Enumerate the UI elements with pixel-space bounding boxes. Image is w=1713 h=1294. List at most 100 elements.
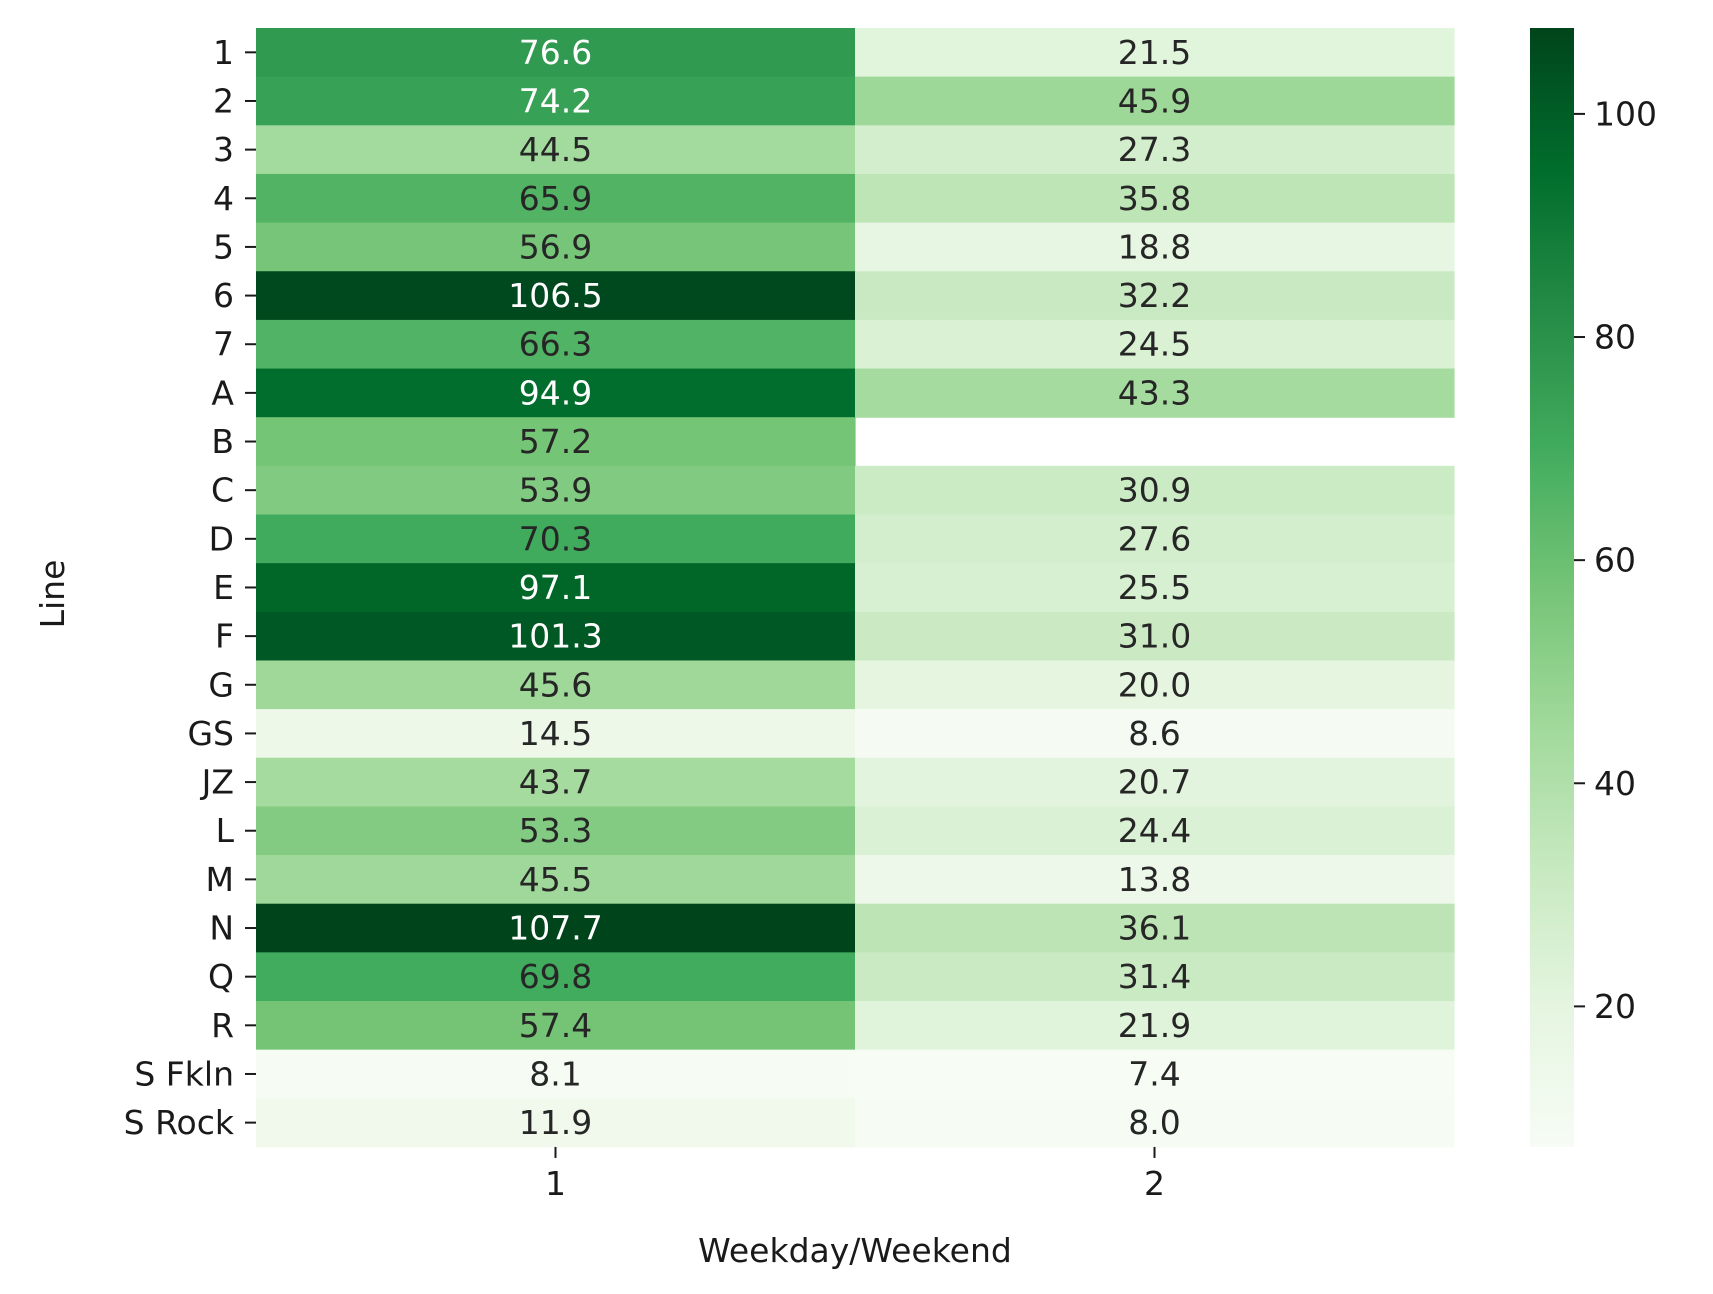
y-tick-label: N	[209, 909, 234, 948]
cell-value-label: 31.4	[1118, 957, 1191, 996]
heatmap-cell-labels: 76.6 21.5 74.2 45.9 44.5 27.3 65.9 35.8 56.9 18.8…	[508, 33, 1191, 1142]
heatmap-cell	[256, 465, 856, 516]
cell-value-label: 36.1	[1118, 909, 1191, 948]
heatmap-cell	[855, 611, 1455, 662]
cell-value-label: 14.5	[519, 714, 592, 753]
heatmap-cell	[855, 319, 1455, 370]
heatmap-cell	[855, 271, 1455, 321]
heatmap-cell	[855, 1049, 1455, 1099]
cell-value-label: 43.3	[1118, 373, 1191, 412]
heatmap-cell	[855, 368, 1455, 418]
y-tick-label: M	[206, 860, 234, 899]
colorbar-tick-label: 80	[1594, 318, 1636, 357]
heatmap-cell	[855, 125, 1455, 175]
heatmap-cell	[855, 709, 1455, 759]
cell-value-label: 45.9	[1118, 81, 1191, 120]
y-tick-label: GS	[187, 714, 234, 753]
y-axis-title: Line	[33, 560, 72, 629]
heatmap-cell	[855, 660, 1455, 710]
y-tick-label: 1	[213, 33, 234, 72]
y-tick-label: A	[211, 373, 234, 412]
y-tick-label: JZ	[200, 763, 234, 802]
cell-value-label: 43.7	[519, 763, 592, 802]
cell-value-label: 65.9	[519, 179, 592, 218]
heatmap-cell	[256, 903, 856, 953]
heatmap-cells	[256, 28, 1455, 1148]
y-tick-label: 4	[213, 179, 234, 218]
heatmap-cell	[855, 806, 1455, 856]
y-tick-label: Q	[208, 957, 234, 996]
cell-value-label: 76.6	[519, 33, 592, 72]
heatmap-cell	[256, 611, 856, 662]
cell-value-label: 53.3	[519, 811, 592, 850]
heatmap-cell	[855, 563, 1455, 613]
cell-value-label: 94.9	[519, 373, 592, 412]
heatmap-cell	[256, 271, 856, 321]
cell-value-label: 13.8	[1118, 860, 1191, 899]
y-tick-label: B	[211, 422, 234, 461]
cell-value-label: 31.0	[1118, 617, 1191, 656]
heatmap-cell	[256, 855, 856, 905]
y-tick-label: 2	[213, 81, 234, 120]
colorbar-tick-label: 100	[1594, 94, 1657, 133]
heatmap-cell	[256, 125, 856, 175]
cell-value-label: 35.8	[1118, 179, 1191, 218]
cell-value-label: 21.9	[1118, 1006, 1191, 1045]
x-tick-label: 2	[1144, 1164, 1165, 1203]
heatmap-cell	[256, 173, 856, 224]
cell-value-label: 27.6	[1118, 519, 1191, 558]
cell-value-label: 70.3	[519, 519, 592, 558]
colorbar: 20 40 60 80 100	[1530, 28, 1657, 1147]
y-tick-label: D	[209, 519, 234, 558]
heatmap-cell	[855, 757, 1455, 807]
cell-value-label: 7.4	[1128, 1054, 1180, 1093]
y-tick-label: L	[216, 811, 235, 850]
cell-value-label: 44.5	[519, 130, 592, 169]
cell-value-label: 8.6	[1128, 714, 1180, 753]
colorbar-tick-label: 20	[1594, 987, 1636, 1026]
cell-value-label: 30.9	[1118, 471, 1191, 510]
heatmap-cell	[256, 1098, 856, 1148]
cell-value-label: 11.9	[519, 1103, 592, 1142]
heatmap-cell	[256, 319, 856, 370]
cell-value-label: 25.5	[1118, 568, 1191, 607]
heatmap-cell	[855, 514, 1455, 564]
heatmap-cell	[256, 417, 856, 467]
colorbar-tick-label: 60	[1594, 541, 1636, 580]
heatmap-cell	[256, 806, 856, 856]
heatmap-cell	[855, 76, 1455, 126]
heatmap-cell	[256, 952, 856, 1002]
y-tick-label: S Fkln	[134, 1054, 234, 1093]
y-tick-label: G	[208, 665, 234, 704]
cell-value-label: 101.3	[508, 617, 602, 656]
x-axis-title: Weekday/Weekend	[698, 1231, 1012, 1270]
heatmap-cell	[855, 1098, 1455, 1148]
y-tick-label: 3	[213, 130, 234, 169]
cell-value-label: 27.3	[1118, 130, 1191, 169]
heatmap-cell	[256, 368, 856, 418]
y-tick-label: E	[213, 568, 234, 607]
heatmap-cell	[256, 563, 856, 613]
y-tick-label: F	[215, 617, 234, 656]
cell-value-label: 8.0	[1128, 1103, 1180, 1142]
heatmap-cell	[256, 76, 856, 126]
x-tick-label: 1	[545, 1164, 566, 1203]
cell-value-label: 20.0	[1118, 665, 1191, 704]
y-tick-label: 7	[213, 325, 234, 364]
cell-value-label: 69.8	[519, 957, 592, 996]
heatmap-cell	[855, 903, 1455, 953]
cell-value-label: 18.8	[1118, 227, 1191, 266]
heatmap-cell	[855, 1001, 1455, 1051]
y-tick-label: C	[211, 471, 234, 510]
heatmap-cell	[855, 952, 1455, 1002]
heatmap-cell	[256, 514, 856, 564]
cell-value-label: 45.6	[519, 665, 592, 704]
cell-value-label: 107.7	[508, 909, 602, 948]
heatmap-cell	[855, 465, 1455, 516]
heatmap-cell	[256, 709, 856, 759]
y-tick-label: 6	[213, 276, 234, 315]
heatmap-cell	[855, 855, 1455, 905]
cell-value-label: 57.4	[519, 1006, 592, 1045]
y-tick-label: R	[211, 1006, 234, 1045]
